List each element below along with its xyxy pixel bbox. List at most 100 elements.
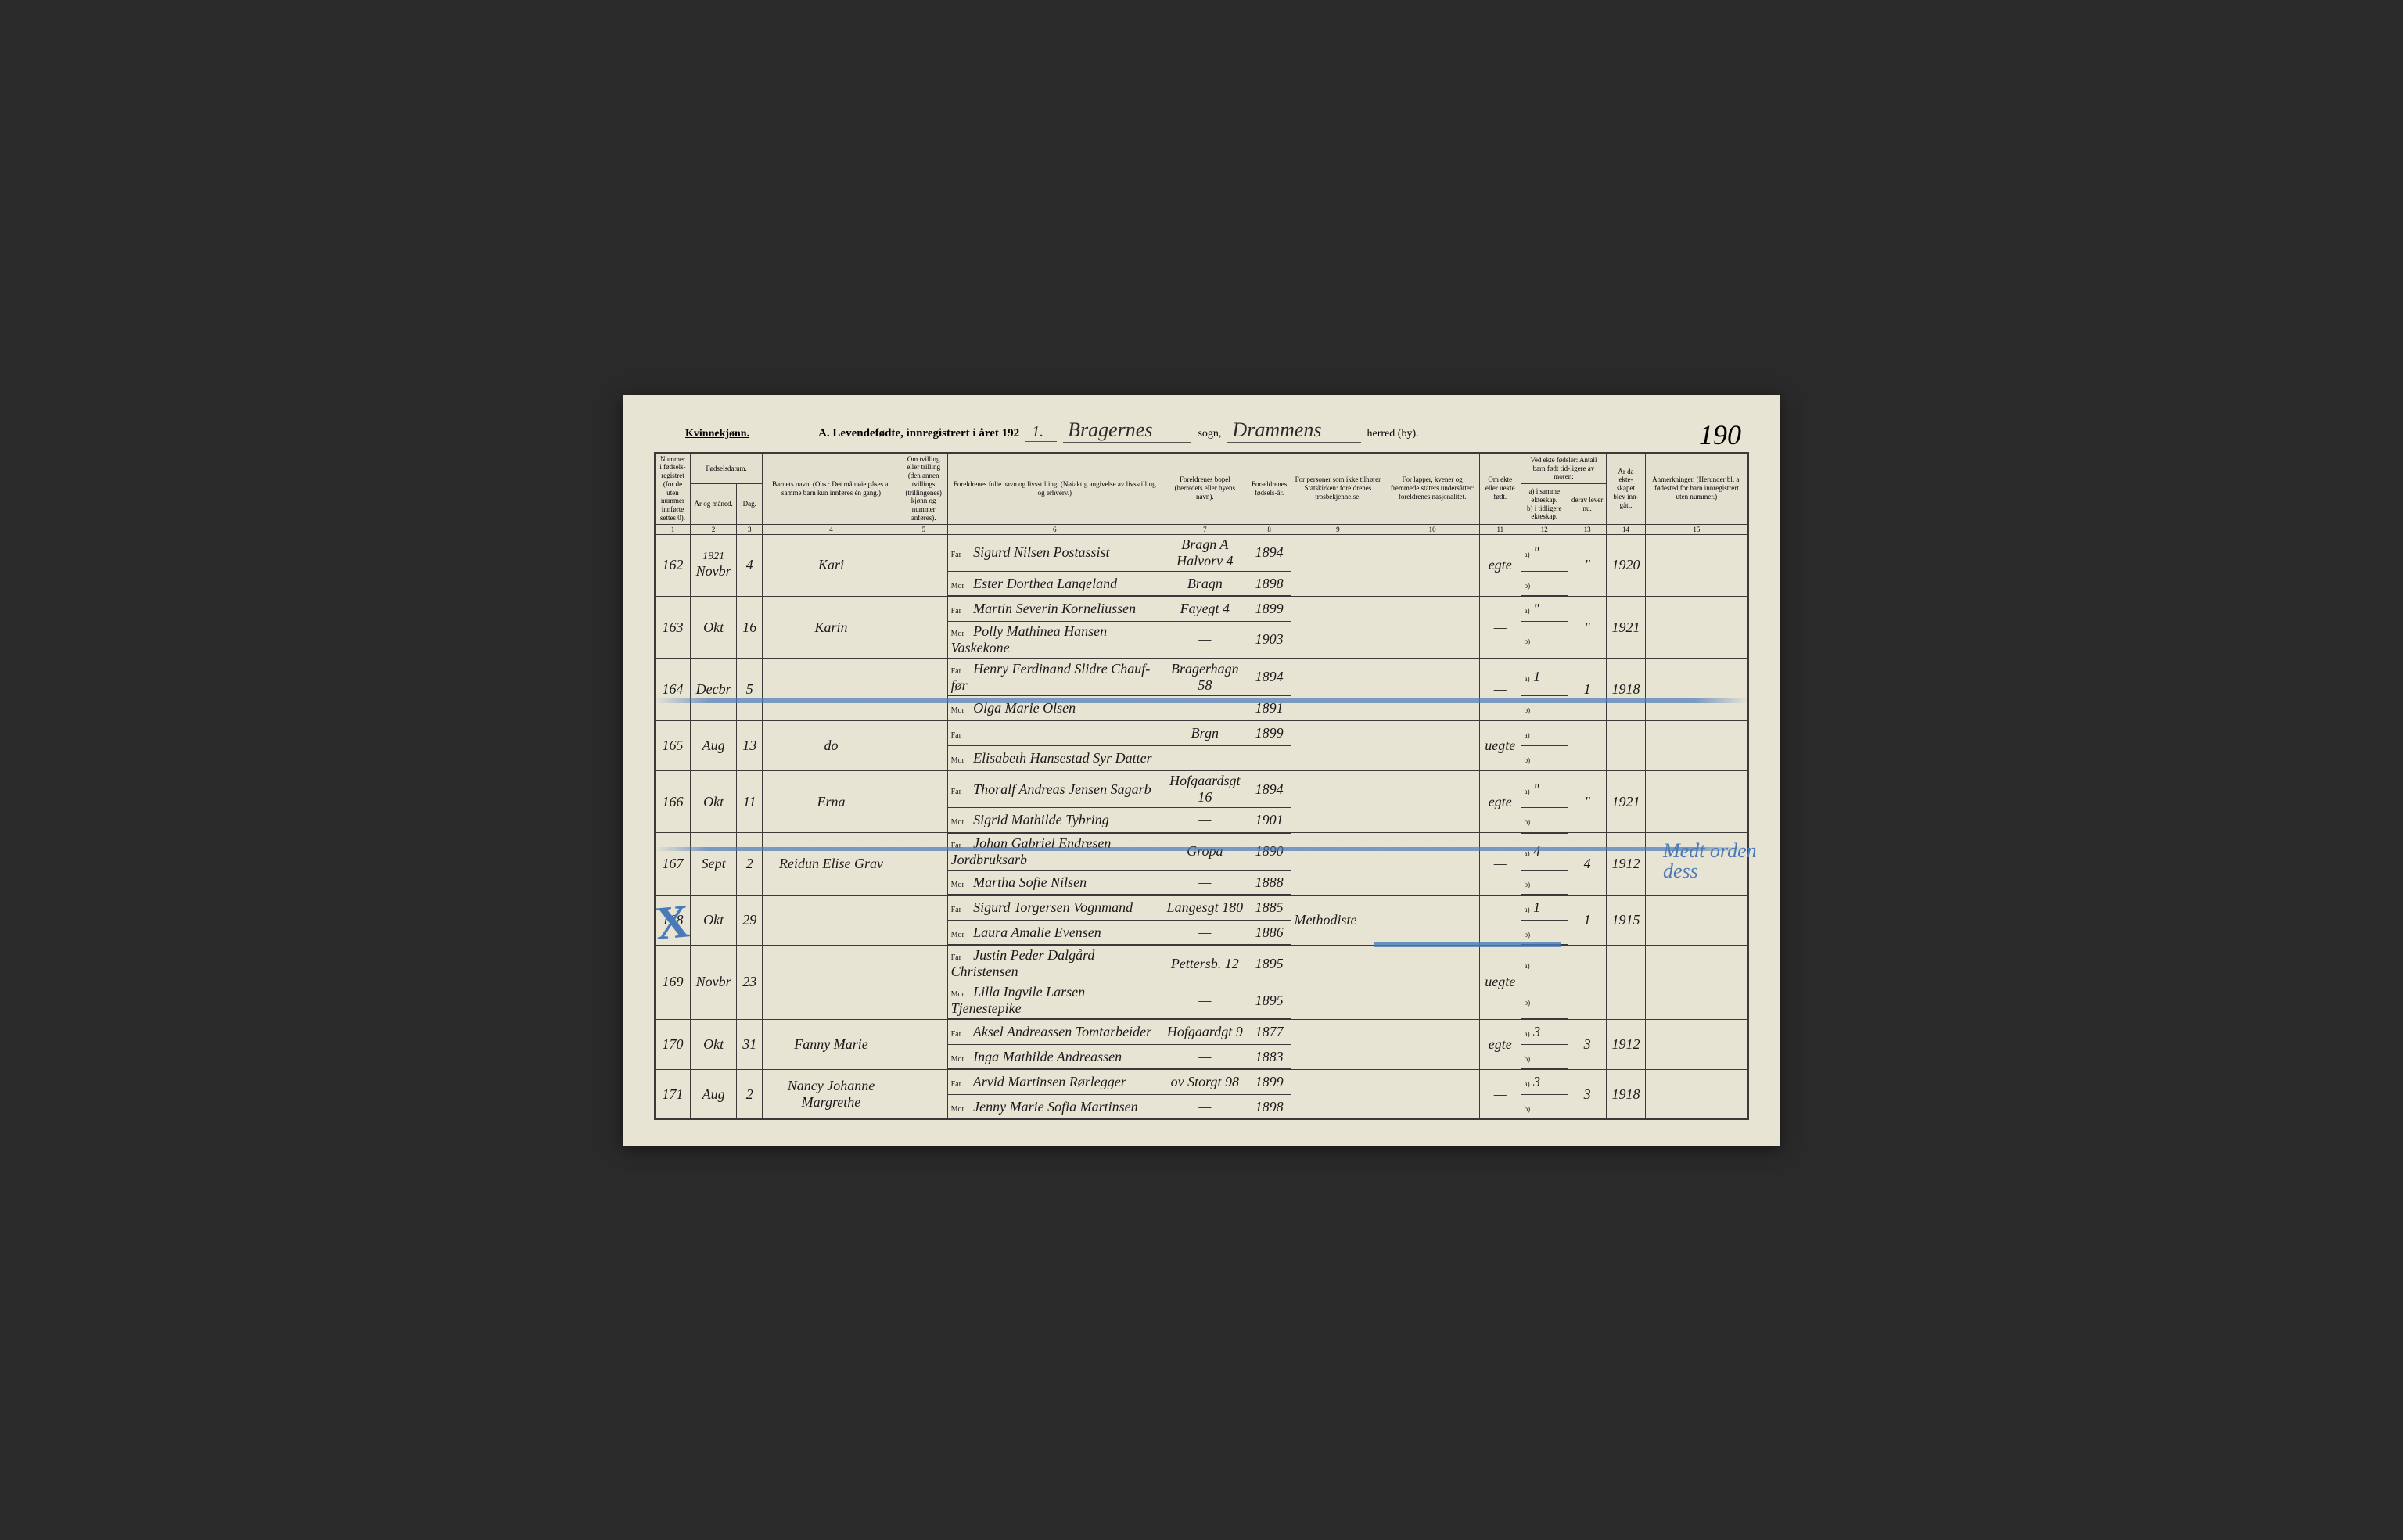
marriage-year: 1918 xyxy=(1607,1069,1645,1119)
father-birthyear: 1894 xyxy=(1248,659,1291,696)
mother-name: Mor Lilla Ingvile Larsen Tjenestepike xyxy=(947,982,1162,1020)
address-father: Fayegt 4 xyxy=(1162,596,1248,621)
entry-number: 162 xyxy=(655,534,691,596)
table-row: 169 Novbr 23 Far Justin Peder Dalgård Ch… xyxy=(655,945,1748,982)
religion xyxy=(1291,720,1385,770)
colnum: 5 xyxy=(900,524,947,534)
marriage-year xyxy=(1607,945,1645,1019)
marriage-year: 1921 xyxy=(1607,596,1645,659)
father-name: Far Sigurd Torgersen Vognmand xyxy=(947,895,1162,920)
table-row: 170 Okt 31 Fanny Marie Far Aksel Andreas… xyxy=(655,1019,1748,1044)
child-name xyxy=(763,945,900,1019)
colnum: 12 xyxy=(1521,524,1568,534)
remarks xyxy=(1645,945,1748,1019)
child-name: Nancy Johanne Margrethe xyxy=(763,1069,900,1119)
table-row: 165 Aug 13 do Far Brgn 1899 uegte a) xyxy=(655,720,1748,745)
birth-day: 13 xyxy=(737,720,763,770)
living-children: 4 xyxy=(1568,833,1606,896)
remarks xyxy=(1645,1069,1748,1119)
col-header-date-group: Fødselsdatum. xyxy=(691,453,763,484)
living-children: 1 xyxy=(1568,659,1606,721)
prev-births-a: a) xyxy=(1521,945,1568,982)
legitimacy: egte xyxy=(1479,770,1521,833)
birth-month: Novbr xyxy=(691,945,737,1019)
colnum: 6 xyxy=(947,524,1162,534)
mother-name: Mor Ester Dorthea Langeland xyxy=(947,571,1162,596)
address-father: Langesgt 180 xyxy=(1162,895,1248,920)
col-header-10: For lapper, kvener og fremmede staters u… xyxy=(1385,453,1480,525)
child-name: Erna xyxy=(763,770,900,833)
prev-births-b: b) xyxy=(1521,621,1568,659)
entry-number: 164 xyxy=(655,659,691,721)
nationality xyxy=(1385,534,1480,596)
religion xyxy=(1291,833,1385,896)
mother-birthyear xyxy=(1248,745,1291,770)
gender-label: Kvinnekjønn. xyxy=(685,428,749,440)
col-header-6: Foreldrenes fulle navn og livsstilling. … xyxy=(947,453,1162,525)
mother-name: Mor Jenny Marie Sofia Martinsen xyxy=(947,1094,1162,1119)
birth-month: Okt xyxy=(691,770,737,833)
prev-births-a: a) xyxy=(1521,720,1568,745)
nationality xyxy=(1385,720,1480,770)
col-header-7: Foreldrenes bopel (herredets eller byens… xyxy=(1162,453,1248,525)
birth-day: 23 xyxy=(737,945,763,1019)
remarks xyxy=(1645,534,1748,596)
prev-births-b: b) xyxy=(1521,1094,1568,1119)
birth-month: Aug xyxy=(691,1069,737,1119)
entry-number: 169 xyxy=(655,945,691,1019)
birth-day: 2 xyxy=(737,833,763,896)
mother-name: Mor Laura Amalie Evensen xyxy=(947,920,1162,945)
mother-birthyear: 1895 xyxy=(1248,982,1291,1020)
blue-pencil-stroke xyxy=(654,847,1749,851)
prev-births-a: a) 3 xyxy=(1521,1019,1568,1044)
living-children xyxy=(1568,720,1606,770)
twin-info xyxy=(900,895,947,945)
page-number: 190 xyxy=(1699,418,1741,451)
child-name xyxy=(763,659,900,721)
address-mother: — xyxy=(1162,1094,1248,1119)
colnum: 3 xyxy=(737,524,763,534)
religion xyxy=(1291,1019,1385,1069)
col-header-2: År og måned. xyxy=(691,484,737,524)
remarks xyxy=(1645,596,1748,659)
colnum: 11 xyxy=(1479,524,1521,534)
legitimacy: — xyxy=(1479,659,1521,721)
table-row: 167 Sept 2 Reidun Elise Grav Far Johan G… xyxy=(655,833,1748,871)
nationality xyxy=(1385,895,1480,945)
colnum: 8 xyxy=(1248,524,1291,534)
father-name: Far xyxy=(947,720,1162,745)
address-father: Brgn xyxy=(1162,720,1248,745)
father-birthyear: 1877 xyxy=(1248,1019,1291,1044)
table-header: Nummer i fødsels-registret (for de uten … xyxy=(655,453,1748,535)
mother-birthyear: 1886 xyxy=(1248,920,1291,945)
nationality xyxy=(1385,596,1480,659)
mother-birthyear: 1898 xyxy=(1248,571,1291,596)
father-name: Far Sigurd Nilsen Postassist xyxy=(947,534,1162,571)
mother-birthyear: 1888 xyxy=(1248,870,1291,895)
legitimacy: — xyxy=(1479,833,1521,896)
col-header-12: a) i samme ekteskap. b) i tidligere ekte… xyxy=(1521,484,1568,524)
colnum: 14 xyxy=(1607,524,1645,534)
table-row: 162 1921Novbr 4 Kari Far Sigurd Nilsen P… xyxy=(655,534,1748,571)
table-row: 164 Decbr 5 Far Henry Ferdinand Slidre C… xyxy=(655,659,1748,696)
nationality xyxy=(1385,659,1480,721)
living-children: 3 xyxy=(1568,1019,1606,1069)
prev-births-b: b) xyxy=(1521,808,1568,833)
prev-births-a: a) " xyxy=(1521,770,1568,808)
prev-births-a: a) 4 xyxy=(1521,833,1568,871)
remarks xyxy=(1645,1019,1748,1069)
marriage-year: 1920 xyxy=(1607,534,1645,596)
legitimacy: uegte xyxy=(1479,720,1521,770)
col-header-14: År da ekte-skapet blev inn-gått. xyxy=(1607,453,1645,525)
address-mother: — xyxy=(1162,870,1248,895)
remarks xyxy=(1645,720,1748,770)
prev-births-a: a) " xyxy=(1521,534,1568,571)
mother-name: Mor Elisabeth Hansestad Syr Datter xyxy=(947,745,1162,770)
prev-births-b: b) xyxy=(1521,1044,1568,1069)
birth-month: Okt xyxy=(691,1019,737,1069)
table-row: 166 Okt 11 Erna Far Thoralf Andreas Jens… xyxy=(655,770,1748,808)
col-header-12g: Ved ekte fødsler: Antall barn født tid-l… xyxy=(1521,453,1607,484)
entry-number: 171 xyxy=(655,1069,691,1119)
birth-day: 29 xyxy=(737,895,763,945)
marriage-year: 1912 xyxy=(1607,1019,1645,1069)
